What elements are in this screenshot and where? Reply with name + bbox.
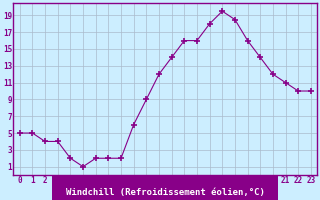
X-axis label: Windchill (Refroidissement éolien,°C): Windchill (Refroidissement éolien,°C) [66, 188, 265, 197]
